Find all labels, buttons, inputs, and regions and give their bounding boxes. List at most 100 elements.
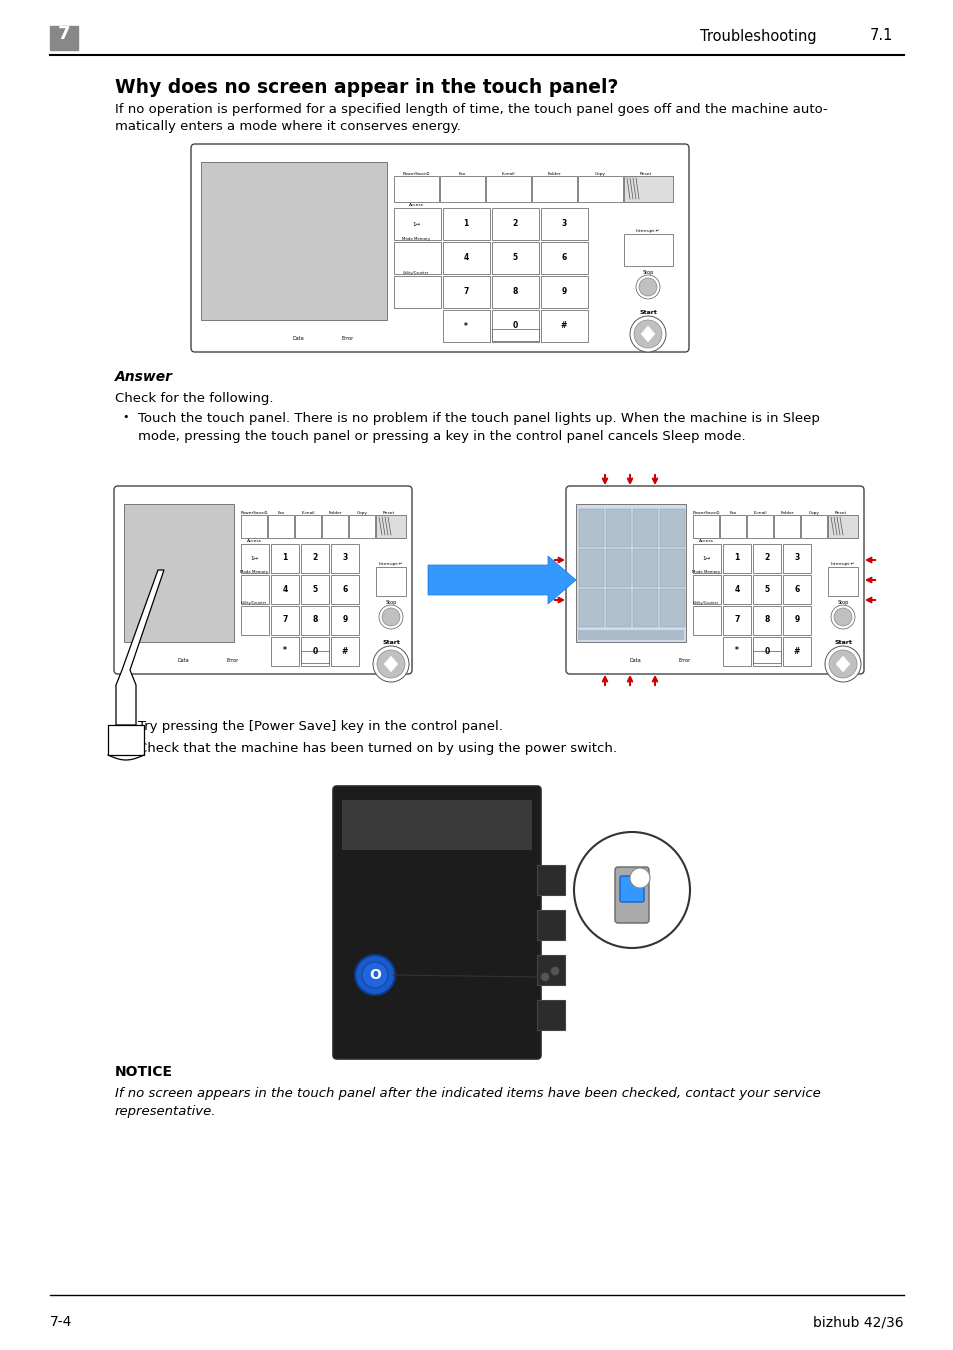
Text: •: • [122,743,129,752]
FancyBboxPatch shape [692,606,720,634]
Text: #: # [560,321,567,331]
Bar [659,549,684,587]
Text: 1: 1 [282,554,287,563]
FancyBboxPatch shape [722,544,750,572]
Text: Interrupt:↵: Interrupt:↵ [830,562,854,566]
Text: Utility/Counter: Utility/Counter [692,601,719,605]
Circle shape [629,868,649,888]
Text: Mode Memory: Mode Memory [401,238,430,242]
Text: Try pressing the [Power Save] key in the control panel.: Try pressing the [Power Save] key in the… [138,720,502,733]
Text: Error: Error [341,336,354,342]
Circle shape [373,647,409,682]
Circle shape [629,316,665,352]
Text: Touch the touch panel. There is no problem if the touch panel lights up. When th: Touch the touch panel. There is no probl… [138,412,819,425]
FancyBboxPatch shape [301,575,329,603]
Bar [124,504,233,643]
FancyBboxPatch shape [271,544,298,572]
Polygon shape [108,725,144,755]
Text: 6: 6 [560,254,566,262]
Circle shape [540,972,549,981]
Bar [576,504,685,643]
Bar [633,549,658,587]
Circle shape [376,649,405,678]
FancyBboxPatch shape [773,514,800,539]
Text: representative.: representative. [115,1106,216,1118]
Text: PowerSave⊙: PowerSave⊙ [402,171,430,176]
FancyBboxPatch shape [331,606,358,634]
FancyBboxPatch shape [692,544,720,572]
FancyBboxPatch shape [492,208,538,240]
Text: Reset: Reset [639,171,652,176]
FancyBboxPatch shape [394,208,440,240]
Text: Answer: Answer [115,370,172,383]
Polygon shape [116,570,164,725]
FancyBboxPatch shape [485,176,531,202]
Text: Folder: Folder [780,512,793,514]
Bar [537,910,564,940]
FancyBboxPatch shape [301,651,329,663]
Bar [659,589,684,626]
FancyBboxPatch shape [375,514,406,539]
Circle shape [381,608,399,626]
FancyBboxPatch shape [191,144,688,352]
Text: Check that the machine has been turned on by using the power switch.: Check that the machine has been turned o… [138,743,617,755]
Text: Start: Start [639,310,657,315]
FancyBboxPatch shape [722,606,750,634]
Text: 8: 8 [312,616,317,625]
FancyBboxPatch shape [540,310,587,342]
Text: Reset: Reset [382,512,395,514]
Text: Interrupt:↵: Interrupt:↵ [378,562,403,566]
Text: 3: 3 [794,554,799,563]
FancyBboxPatch shape [113,486,412,674]
Text: 9: 9 [342,616,347,625]
Polygon shape [384,656,397,672]
FancyBboxPatch shape [615,867,648,923]
FancyBboxPatch shape [782,637,810,666]
Text: 7: 7 [58,26,71,43]
Text: 9: 9 [560,288,566,297]
FancyBboxPatch shape [752,606,781,634]
Text: Copy: Copy [807,512,819,514]
Text: Utility/Counter: Utility/Counter [241,601,267,605]
Text: Stop: Stop [385,599,396,605]
Circle shape [828,649,856,678]
Text: Check for the following.: Check for the following. [115,392,274,405]
FancyBboxPatch shape [782,544,810,572]
Text: 9: 9 [794,616,799,625]
Text: Fax: Fax [728,512,736,514]
FancyBboxPatch shape [331,575,358,603]
Text: PowerSave⊙: PowerSave⊙ [240,512,268,514]
Text: Error: Error [679,657,690,663]
FancyBboxPatch shape [827,514,857,539]
Text: 4: 4 [463,254,468,262]
Text: Data: Data [177,657,189,663]
FancyBboxPatch shape [722,637,750,666]
FancyBboxPatch shape [301,544,329,572]
FancyBboxPatch shape [331,637,358,666]
Text: 0: 0 [312,647,317,656]
Text: •: • [122,720,129,730]
Circle shape [361,963,388,988]
FancyBboxPatch shape [578,176,622,202]
FancyBboxPatch shape [492,275,538,308]
Text: 4: 4 [282,585,287,594]
FancyArrow shape [428,556,576,603]
Text: *: * [463,321,468,331]
Polygon shape [640,325,655,342]
Text: 7: 7 [734,616,739,625]
Text: #: # [341,647,348,656]
Circle shape [824,647,861,682]
FancyBboxPatch shape [331,544,358,572]
Text: Folder: Folder [547,171,560,176]
Bar [578,630,683,640]
Text: 1: 1 [463,220,468,228]
FancyBboxPatch shape [301,606,329,634]
Circle shape [378,605,402,629]
Bar [578,549,603,587]
Bar [537,954,564,986]
Text: O: O [369,968,380,981]
FancyBboxPatch shape [439,176,484,202]
FancyBboxPatch shape [565,486,863,674]
FancyBboxPatch shape [827,567,857,595]
FancyBboxPatch shape [692,575,720,603]
